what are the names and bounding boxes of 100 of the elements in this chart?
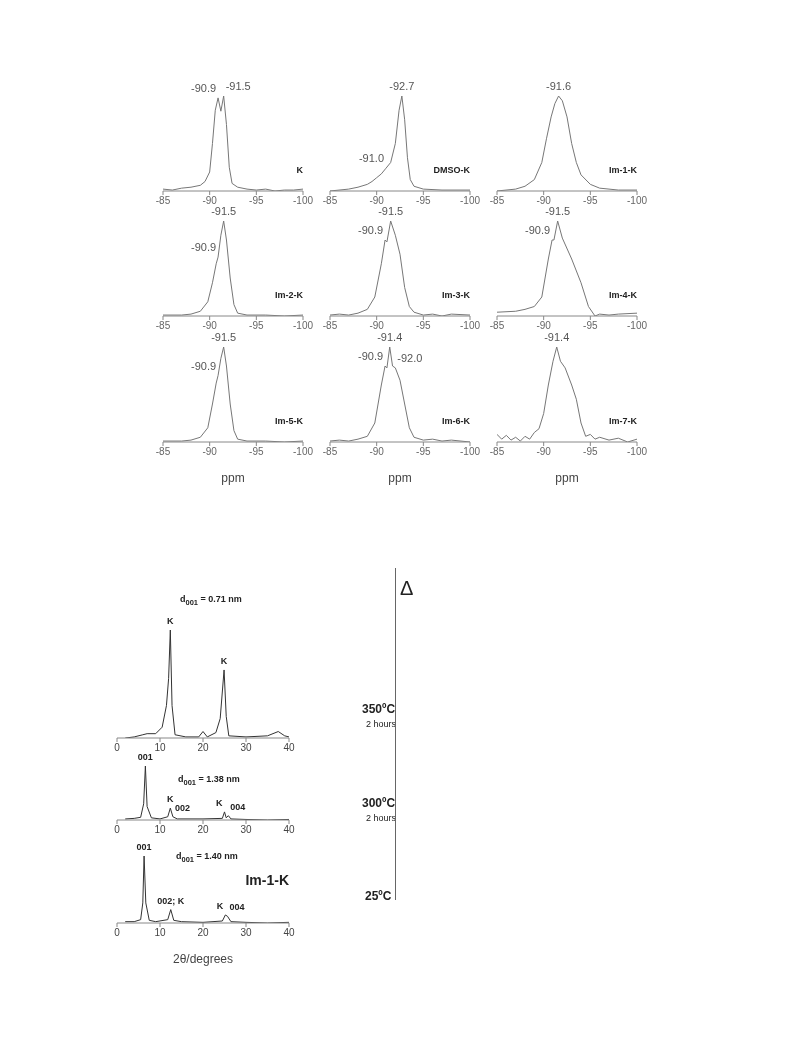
x-tick-label: -85: [489, 195, 505, 207]
x-tick-label: -90: [202, 320, 218, 332]
annotation: 002: [174, 802, 190, 813]
x-tick-label: -95: [416, 195, 431, 207]
text: K: [296, 165, 303, 175]
x-axis-title: ppm: [388, 471, 412, 485]
annotation: 001: [136, 842, 152, 852]
x-tick-label: -85: [322, 320, 338, 332]
x-tick-label: -95: [583, 195, 598, 207]
x-tick-label: -85: [322, 446, 338, 458]
text: Im-7-K: [608, 416, 637, 426]
text: Im-6-K: [441, 416, 470, 426]
annotation: d$_{001}$ = 1.38 nm: [178, 774, 240, 787]
x-tick-label: -95: [416, 446, 431, 458]
x-tick-label: 0: [114, 824, 121, 836]
annotation: K: [216, 797, 223, 808]
x-tick-label: -100: [292, 195, 314, 207]
x-tick-label: -95: [583, 320, 598, 332]
x-axis-title: ppm: [555, 471, 579, 485]
x-tick-label: -95: [249, 195, 264, 207]
x-tick-label: -100: [459, 446, 481, 458]
annotation: K: [167, 616, 175, 626]
x-tick-label: -85: [489, 446, 505, 458]
x-tick-label: -100: [626, 195, 648, 207]
text: d$_{001}$ = 0.71 nm: [180, 594, 242, 607]
text: 350ºC: [362, 702, 396, 716]
annotation: -91.6: [546, 80, 572, 92]
x-tick-label: 30: [240, 742, 252, 754]
x-tick-label: -85: [155, 446, 171, 458]
x-tick-label: 10: [154, 927, 166, 939]
x-tick-label: -100: [626, 320, 648, 332]
text: 2 hours: [366, 719, 397, 729]
x-tick-label: -90: [202, 195, 218, 207]
annotation: -90.9: [190, 359, 217, 372]
annotation: K: [220, 655, 228, 666]
text: 25ºC: [365, 889, 392, 903]
x-tick-label: -100: [292, 446, 314, 458]
annotation: -92.7: [389, 80, 415, 92]
annotation: -90.9: [357, 350, 384, 362]
annotation: d$_{001}$ = 1.40 nm: [176, 851, 238, 864]
annotation: -91.5: [211, 205, 237, 217]
annotation: K: [216, 900, 224, 911]
x-tick-label: -90: [369, 446, 385, 458]
x-tick-label: 40: [283, 824, 295, 836]
x-axis-title: 2θ/degrees: [172, 952, 234, 966]
x-tick-label: -90: [369, 320, 385, 332]
x-tick-label: -95: [416, 320, 431, 332]
x-tick-label: 0: [114, 927, 121, 939]
x-tick-label: 10: [154, 824, 166, 836]
annotation: -92.0: [397, 351, 423, 364]
text: Δ: [400, 577, 414, 599]
x-tick-label: -95: [583, 446, 598, 458]
x-tick-label: 20: [197, 824, 209, 836]
x-tick-label: -90: [536, 446, 552, 458]
x-tick-label: -95: [249, 446, 264, 458]
x-axis-title: ppm: [221, 471, 245, 485]
x-tick-label: -100: [292, 320, 314, 332]
annotation: 004: [230, 801, 246, 812]
text: Im-2-K: [274, 290, 303, 300]
x-tick-label: -100: [459, 320, 481, 332]
x-tick-label: 30: [240, 927, 252, 939]
annotation: -90.9: [190, 241, 217, 254]
text: Im-3-K: [441, 290, 470, 300]
x-tick-label: 20: [197, 742, 209, 754]
x-tick-label: -90: [536, 195, 552, 207]
x-tick-label: -85: [489, 320, 505, 332]
annotation: -90.9: [190, 81, 217, 94]
x-tick-label: -85: [322, 195, 338, 207]
text: 300ºC: [362, 796, 396, 810]
text: DMSO-K: [433, 165, 470, 175]
x-tick-label: 20: [197, 927, 209, 939]
x-tick-label: -90: [202, 446, 218, 458]
text: 2 hours: [366, 813, 397, 823]
x-tick-label: 30: [240, 824, 252, 836]
x-tick-label: -85: [155, 320, 171, 332]
x-tick-label: 40: [283, 742, 295, 754]
text: Im-5-K: [274, 416, 303, 426]
x-tick-label: -95: [249, 320, 264, 332]
annotation: -91.0: [358, 152, 384, 165]
x-tick-label: -90: [536, 320, 552, 332]
annotation: K: [167, 794, 175, 805]
x-tick-label: -100: [626, 446, 648, 458]
x-tick-label: -100: [459, 195, 481, 207]
annotation: -91.5: [378, 205, 404, 217]
x-tick-label: -85: [155, 195, 171, 207]
x-tick-label: 0: [114, 742, 121, 754]
x-tick-label: 40: [283, 927, 295, 939]
annotation: -90.9: [357, 224, 384, 236]
annotation: 002; K: [157, 895, 185, 906]
annotation: -91.4: [544, 331, 570, 343]
annotation: -91.5: [211, 331, 237, 343]
x-tick-label: 10: [154, 742, 166, 754]
text: Im-4-K: [608, 290, 637, 300]
annotation: -91.5: [225, 80, 251, 92]
annotation: -90.9: [524, 224, 551, 236]
x-tick-label: -90: [369, 195, 385, 207]
annotation: -91.4: [377, 331, 403, 343]
annotation: -91.5: [545, 205, 571, 217]
annotation: 004: [229, 902, 245, 913]
annotation: 001: [137, 752, 153, 762]
